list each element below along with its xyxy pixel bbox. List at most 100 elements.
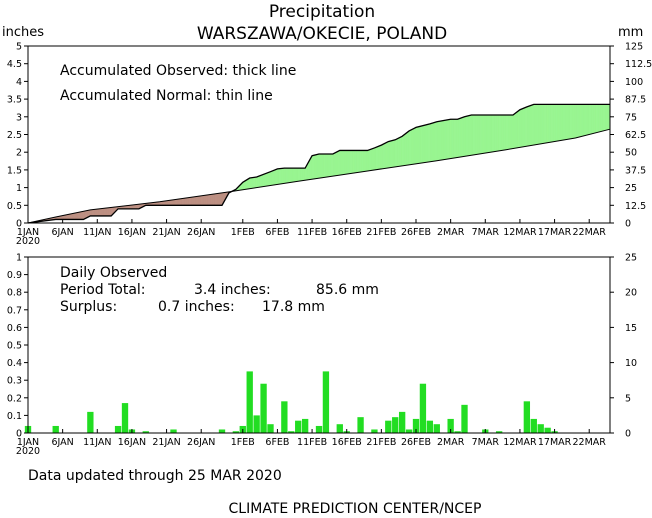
x-tick-label: 26FEB <box>401 227 431 238</box>
difference-fill <box>81 211 84 220</box>
difference-fill <box>434 121 437 162</box>
x-tick-label: 11JAN <box>83 437 111 448</box>
daily-bar <box>267 424 274 433</box>
difference-fill <box>252 177 256 189</box>
difference-fill <box>460 117 463 158</box>
difference-fill <box>467 115 470 156</box>
data-updated-note: Data updated through 25 MAR 2020 <box>28 468 282 484</box>
difference-fill <box>363 150 366 172</box>
difference-fill <box>291 167 294 183</box>
difference-fill <box>580 104 583 137</box>
difference-fill <box>346 150 349 175</box>
difference-fill <box>398 136 401 167</box>
difference-fill <box>372 147 375 171</box>
y-tick-label: 1 <box>16 183 22 194</box>
difference-fill <box>388 140 391 169</box>
daily-bar <box>544 427 551 433</box>
difference-fill <box>194 196 197 206</box>
difference-fill <box>518 109 521 148</box>
y2-tick-label: 5 <box>625 393 631 404</box>
x-tick-label: 11JAN <box>83 227 111 238</box>
difference-fill <box>336 150 339 176</box>
difference-fill <box>381 143 384 170</box>
daily-bar <box>288 431 295 433</box>
difference-fill <box>181 198 185 206</box>
difference-fill <box>557 104 560 142</box>
daily-bar <box>301 418 309 433</box>
difference-fill <box>207 194 211 206</box>
daily-bar <box>447 418 454 433</box>
y-tick-label: 0.1 <box>7 411 22 422</box>
daily-bar <box>392 417 399 433</box>
difference-fill <box>533 104 536 146</box>
difference-fill <box>343 150 346 175</box>
difference-fill <box>521 108 524 148</box>
daily-bar <box>385 420 392 433</box>
x-tick-label: 16FEB <box>332 437 362 448</box>
difference-fill <box>440 120 443 161</box>
difference-fill <box>500 114 503 151</box>
difference-fill <box>415 126 418 165</box>
difference-fill <box>587 104 590 136</box>
difference-fill <box>561 104 564 141</box>
legend-normal: Accumulated Normal: thin line <box>60 88 273 104</box>
y-tick-label: 2 <box>16 148 22 159</box>
difference-fill <box>599 104 602 133</box>
difference-fill <box>285 167 289 184</box>
difference-fill <box>175 199 178 206</box>
difference-fill <box>582 104 585 137</box>
difference-fill <box>505 114 508 150</box>
x-tick-label: 1FEB <box>231 227 255 238</box>
difference-fill <box>69 213 72 220</box>
difference-fill <box>472 114 476 156</box>
difference-fill <box>479 114 483 155</box>
x-tick-label: 6FEB <box>265 227 289 238</box>
difference-fill <box>400 135 403 167</box>
x-tick-label: 7MAR <box>472 227 500 238</box>
difference-fill <box>374 146 377 171</box>
difference-fill <box>426 124 429 163</box>
difference-fill <box>436 121 439 161</box>
difference-fill <box>322 153 325 178</box>
difference-fill <box>563 104 566 141</box>
difference-fill <box>540 104 543 145</box>
difference-fill <box>204 194 207 206</box>
difference-fill <box>337 150 340 176</box>
difference-fill <box>259 174 263 188</box>
difference-fill <box>315 154 318 179</box>
credit-line: CLIMATE PREDICTION CENTER/NCEP <box>229 501 482 517</box>
difference-fill <box>292 167 295 183</box>
difference-fill <box>493 114 496 152</box>
difference-fill <box>299 167 302 182</box>
y-tick-label: 5 <box>16 42 22 53</box>
x-tick-label: 16JAN <box>118 227 146 238</box>
difference-fill <box>202 195 205 206</box>
difference-fill <box>419 125 422 164</box>
bottom-right-axis: 0 5 10 15 20 25 <box>610 253 637 440</box>
y2-tick-label: 0 <box>625 429 631 440</box>
difference-fill <box>166 200 169 206</box>
daily-bar <box>322 371 330 433</box>
difference-fill <box>379 144 382 170</box>
difference-fill <box>356 150 360 173</box>
difference-fill <box>422 124 425 163</box>
difference-fill <box>216 193 219 206</box>
difference-fill <box>334 151 337 177</box>
daily-bar <box>454 431 461 433</box>
difference-fill <box>74 212 77 220</box>
difference-fill <box>98 208 101 217</box>
daily-bar <box>232 431 240 433</box>
x-tick-label: 21FEB <box>366 437 396 448</box>
top-left-axis: 0 0.5 1 1.5 2 2.5 3 3.5 4 4.5 5 <box>7 42 28 230</box>
y-tick-label: 0.8 <box>7 288 22 299</box>
difference-fill <box>504 114 507 151</box>
difference-fill <box>339 150 342 176</box>
difference-fill <box>405 131 408 166</box>
difference-fill <box>474 114 477 155</box>
difference-fill <box>270 170 273 186</box>
difference-fill <box>412 127 415 165</box>
difference-fill <box>332 152 335 177</box>
difference-fill <box>438 120 441 161</box>
difference-fill <box>329 153 332 177</box>
